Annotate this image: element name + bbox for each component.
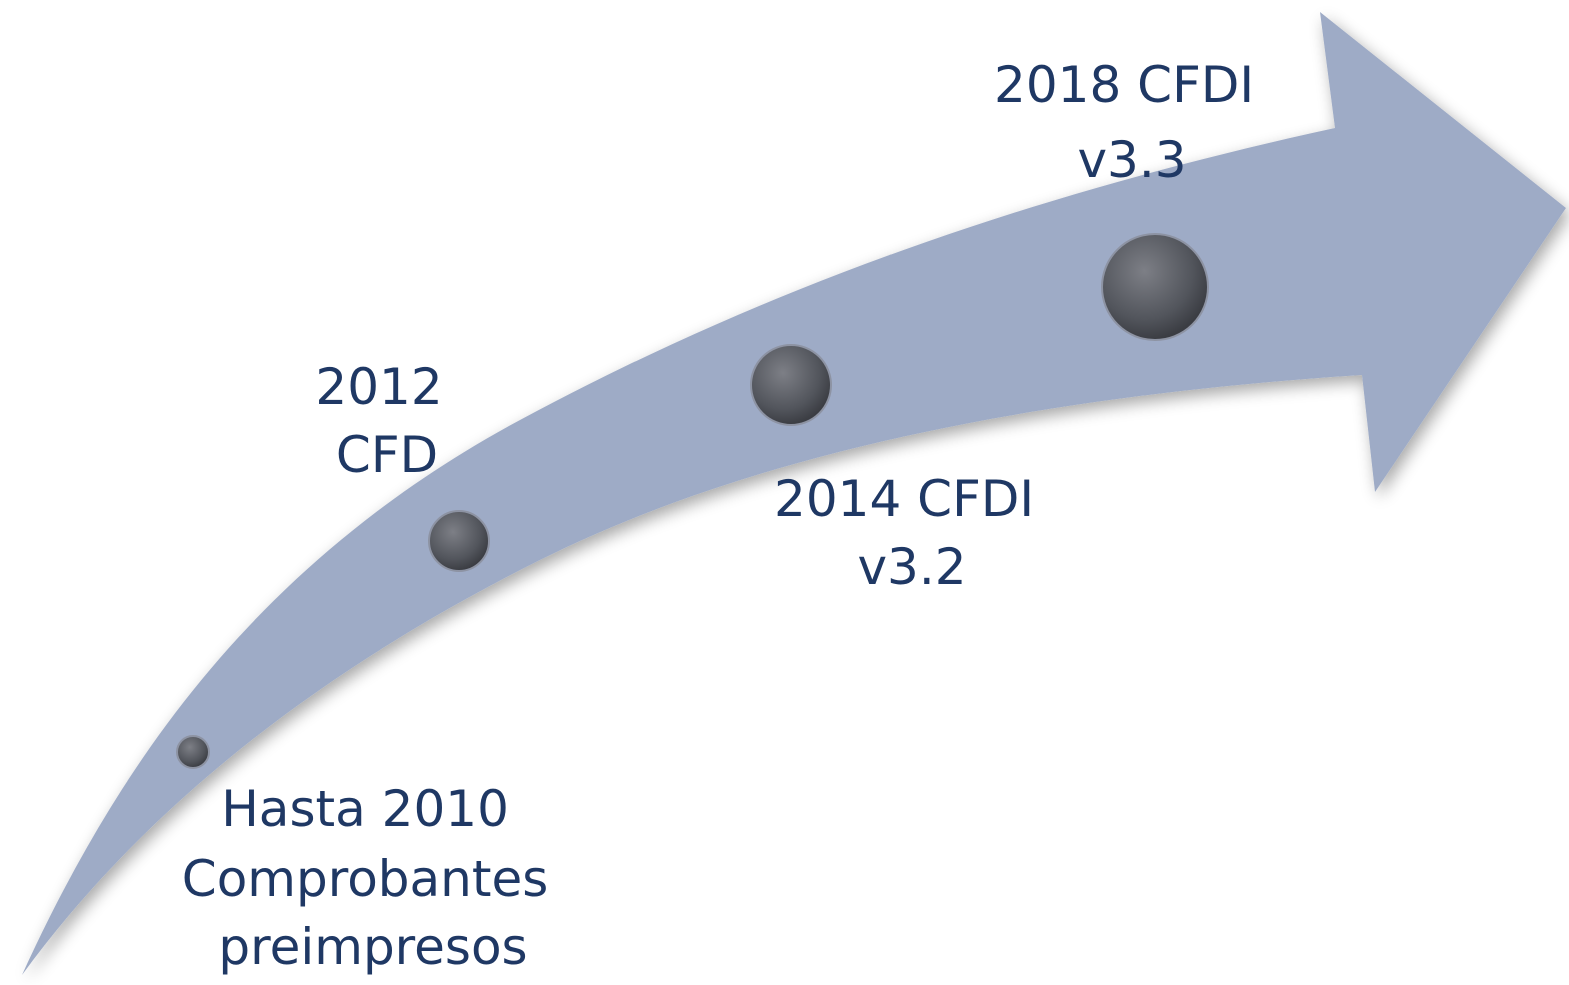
label-line: 2014 CFDI [774, 470, 1034, 528]
label-line: Hasta 2010 [221, 780, 509, 838]
label-line: 2018 CFDI [994, 56, 1254, 114]
label-line: Comprobantes [182, 850, 548, 908]
label-line: v3.2 [857, 538, 966, 596]
label-line: 2012 [315, 358, 442, 416]
label-line: CFD [336, 426, 438, 484]
milestone-dot [176, 735, 210, 769]
label-line: v3.3 [1077, 131, 1186, 189]
milestone-label: 2014 CFDI v3.2 [774, 470, 1050, 596]
milestone-dot [1101, 233, 1209, 341]
milestone-label: 2018 CFDI v3.3 [994, 56, 1270, 189]
milestone-label: Hasta 2010 Comprobantes preimpresos [182, 780, 564, 976]
milestone-label: 2012 CFD [315, 358, 458, 484]
label-line: preimpresos [218, 918, 527, 976]
milestone-dot [428, 510, 490, 572]
milestone-dot [750, 344, 832, 426]
